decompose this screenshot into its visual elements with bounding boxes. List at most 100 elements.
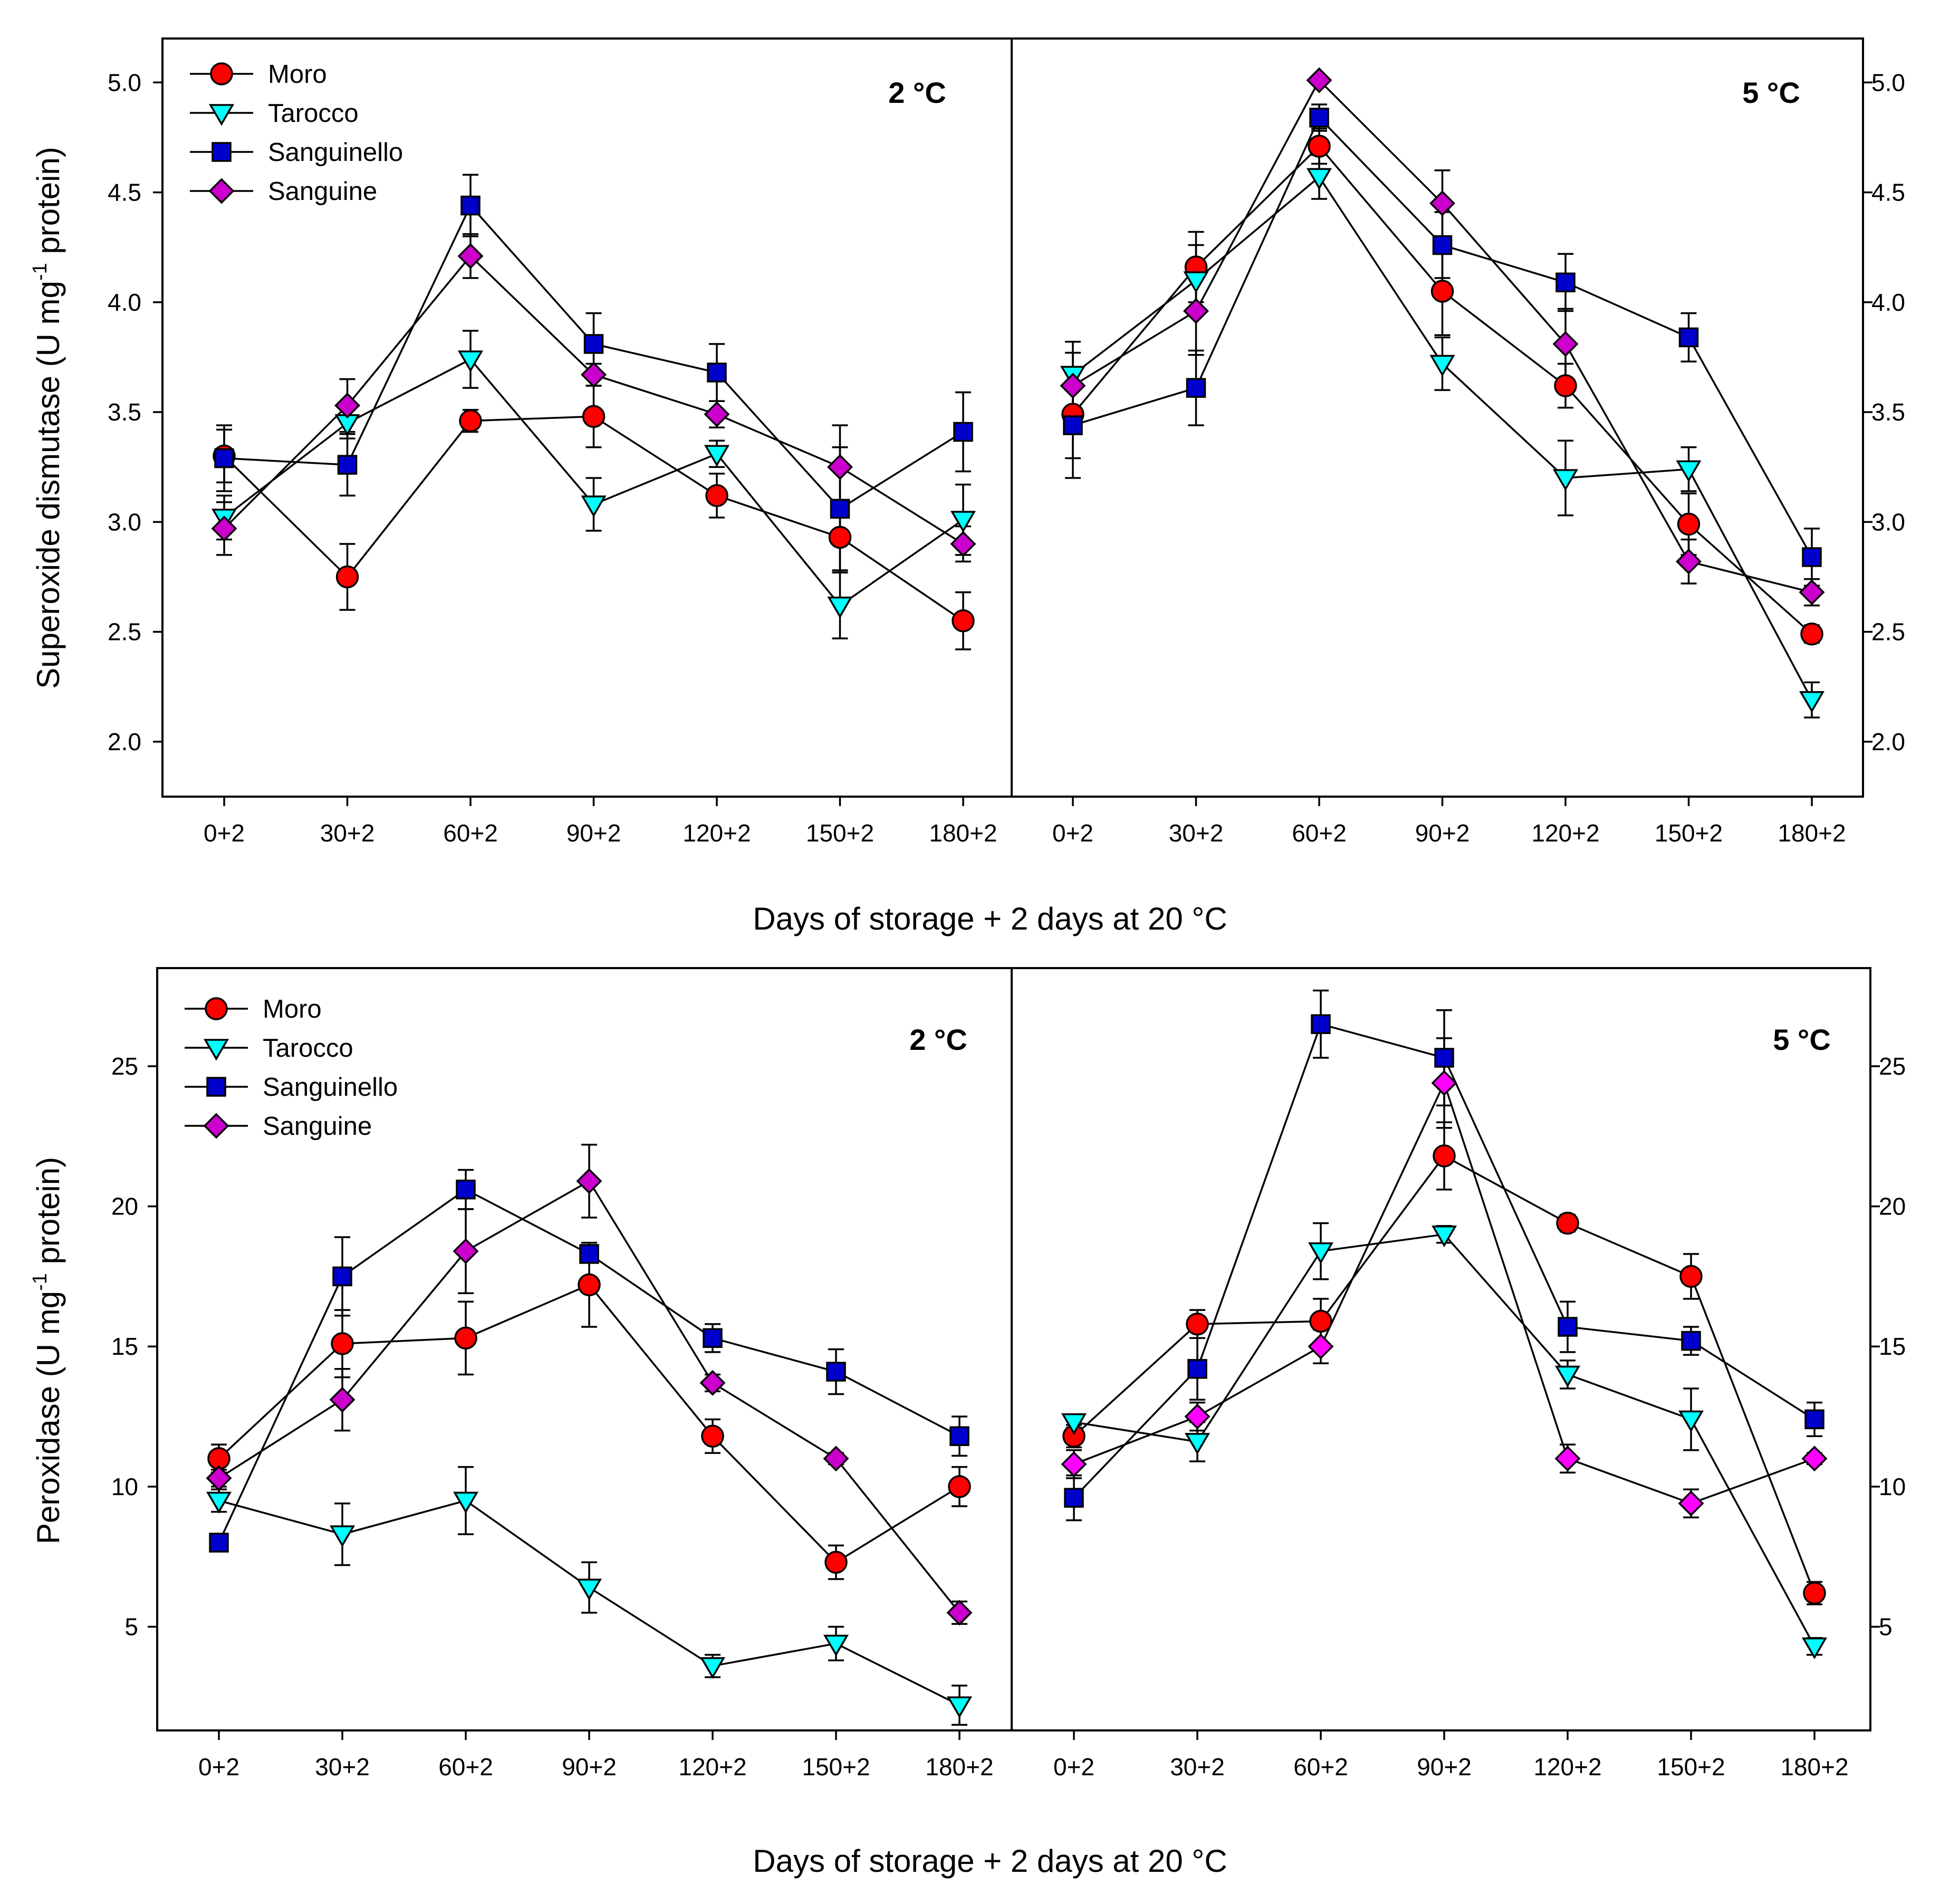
x-tick-label: 30+2 — [315, 1753, 370, 1781]
data-point-sanguinello — [1187, 1358, 1207, 1379]
data-point-tarocco — [1431, 1225, 1457, 1248]
markers-tarocco — [1061, 1225, 1828, 1660]
data-point-tarocco — [457, 350, 484, 372]
x-tick-label: 150+2 — [806, 819, 874, 847]
top-left-chart: 2.0 2.5 3.0 3.5 4.0 4.5 5.0 0+2 30+2 60+2 90+2 120+… — [108, 60, 997, 847]
series-moro — [1066, 1121, 1822, 1605]
data-point-sanguine — [1060, 372, 1086, 399]
markers-sanguine — [206, 1168, 973, 1626]
legend-marker-moro — [210, 62, 233, 85]
data-point-tarocco — [1061, 1413, 1087, 1436]
data-point-sanguine — [1552, 331, 1579, 357]
bottom-right-temp-label: 5 °C — [1773, 1023, 1831, 1056]
data-point-sanguinello — [209, 1533, 229, 1553]
bottom-left-chart: 5 10 15 20 25 0+2 30+2 60+2 90+2 120+2 150+2 180+2 M… — [111, 995, 994, 1781]
data-point-tarocco — [704, 445, 730, 467]
data-point-sanguine — [1431, 1070, 1457, 1096]
data-point-sanguinello — [214, 448, 234, 468]
data-point-tarocco — [1678, 1410, 1704, 1432]
data-point-tarocco — [950, 511, 976, 533]
data-point-tarocco — [1306, 168, 1332, 190]
x-tick-label: 30+2 — [1169, 819, 1224, 847]
markers-tarocco — [211, 350, 976, 619]
data-point-moro — [578, 1273, 601, 1297]
y-tick-label: 4.5 — [108, 179, 141, 206]
data-point-moro — [1308, 135, 1331, 158]
data-point-tarocco — [827, 596, 853, 619]
data-point-sanguinello — [1802, 547, 1822, 567]
x-tick-label: 60+2 — [438, 1753, 493, 1781]
y-tick-label: 15 — [1879, 1333, 1906, 1360]
y-tick-label: 4.0 — [108, 289, 141, 316]
bottom-y-axis-title: Peroxidase (U mg-1 protein) — [29, 1157, 66, 1544]
data-point-sanguinello — [1555, 272, 1576, 293]
markers-moro — [1062, 1144, 1826, 1605]
y-tick-label: 3.0 — [1871, 508, 1905, 535]
data-point-sanguinello — [456, 1179, 476, 1200]
data-point-sanguinello — [1681, 1331, 1701, 1351]
data-point-sanguine — [827, 454, 853, 480]
x-tick-label: 120+2 — [1531, 819, 1599, 847]
bottom-left-temp-label: 2 °C — [909, 1023, 967, 1056]
legend-label-sanguine: Sanguine — [268, 177, 377, 206]
data-point-tarocco — [206, 1491, 232, 1514]
x-tick-label: 120+2 — [678, 1753, 746, 1781]
y-tick-label: 4.0 — [1871, 289, 1905, 316]
top-x-axis-title: Days of storage + 2 days at 20 °C — [753, 901, 1227, 936]
data-point-moro — [1186, 1312, 1209, 1336]
y-tick-label: 4.5 — [1871, 179, 1905, 206]
x-tick-label: 150+2 — [1657, 1753, 1725, 1781]
bottom-right-chart: 5 10 15 20 25 0+2 30+2 60+2 90+2 120+2 150+2 180+2 — [1053, 989, 1906, 1781]
data-point-sanguine — [1801, 1446, 1828, 1472]
y-tick-label: 3.5 — [108, 398, 141, 426]
data-point-sanguinello — [460, 195, 481, 216]
top-left-temp-label: 2 °C — [888, 76, 946, 109]
data-point-tarocco — [329, 1525, 356, 1547]
data-point-tarocco — [823, 1634, 849, 1657]
data-point-sanguine — [1554, 1446, 1581, 1472]
legend-label-sanguinello: Sanguinello — [263, 1073, 398, 1102]
x-tick-label: 60+2 — [1293, 1753, 1348, 1781]
data-point-sanguinello — [826, 1362, 846, 1382]
y-tick-label: 10 — [1879, 1473, 1906, 1500]
legend-marker-tarocco — [208, 104, 235, 126]
data-point-moro — [1430, 280, 1454, 303]
data-point-moro — [824, 1551, 848, 1574]
y-tick-label: 5 — [124, 1613, 138, 1640]
y-tick-label: 2.0 — [108, 728, 141, 755]
x-tick-label: 90+2 — [1415, 819, 1470, 847]
data-point-sanguine — [1799, 579, 1825, 606]
markers-sanguinello — [214, 195, 973, 519]
data-point-moro — [335, 565, 359, 589]
data-point-moro — [1556, 1211, 1579, 1235]
data-point-tarocco — [946, 1696, 973, 1718]
x-tick-label: 90+2 — [566, 819, 621, 847]
x-tick-label: 180+2 — [925, 1753, 993, 1781]
data-point-sanguinello — [1434, 1048, 1454, 1068]
markers-tarocco — [206, 1491, 973, 1718]
top-right-temp-label: 5 °C — [1742, 76, 1800, 109]
data-point-tarocco — [699, 1657, 726, 1679]
y-tick-label: 5.0 — [1871, 69, 1905, 96]
y-tick-label: 3.0 — [108, 508, 141, 535]
data-point-tarocco — [1801, 1637, 1828, 1660]
x-tick-label: 0+2 — [198, 1753, 239, 1781]
legend-marker-moro — [205, 997, 228, 1020]
data-point-tarocco — [581, 495, 607, 518]
data-point-sanguine — [329, 1386, 356, 1413]
data-point-sanguine — [1184, 1403, 1211, 1430]
data-point-sanguinello — [1064, 1488, 1084, 1508]
data-point-sanguine — [457, 243, 484, 269]
y-tick-label: 3.5 — [1871, 398, 1905, 426]
data-point-tarocco — [1429, 355, 1455, 377]
y-tick-label: 2.0 — [1871, 728, 1905, 755]
legend-marker-sanguinello — [206, 1077, 226, 1097]
bottom-right-panel-frame — [1011, 967, 1871, 1731]
x-tick-label: 120+2 — [683, 819, 751, 847]
data-point-sanguinello — [337, 455, 358, 475]
data-point-sanguinello — [583, 334, 604, 354]
data-point-sanguinello — [332, 1266, 352, 1287]
data-point-sanguinello — [1558, 1317, 1578, 1337]
data-point-moro — [705, 484, 728, 508]
data-point-tarocco — [1552, 469, 1579, 491]
